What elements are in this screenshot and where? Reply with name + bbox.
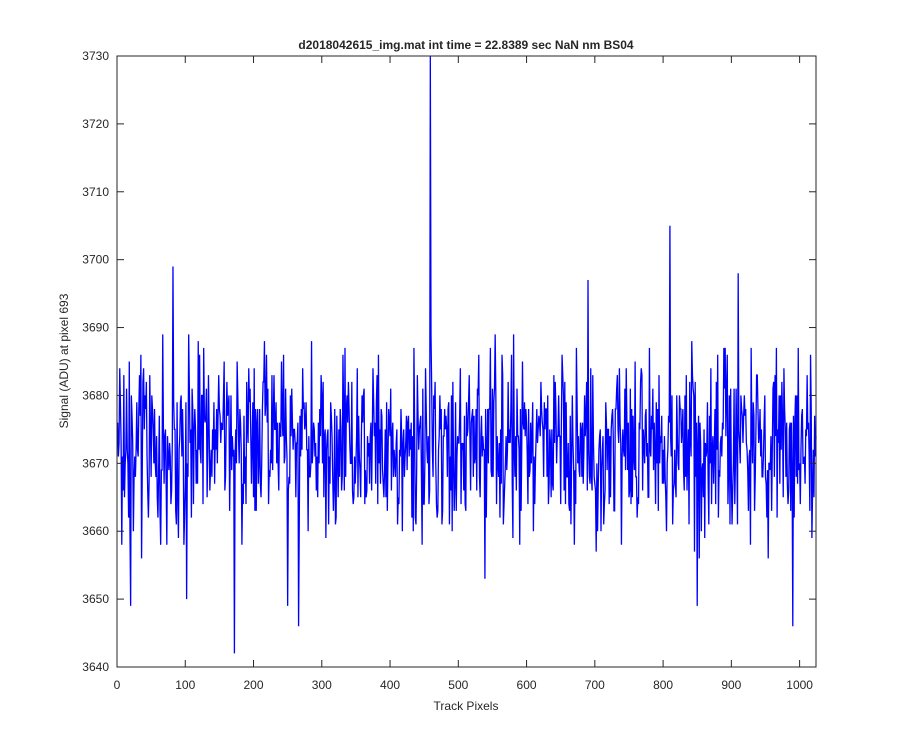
plot-area bbox=[117, 56, 816, 667]
x-tick-label: 200 bbox=[244, 678, 264, 692]
y-tick-label: 3680 bbox=[82, 388, 109, 402]
tick-layer: 0 100 200 300 400 500 600 700 800 900 1000 3640 3650… bbox=[82, 49, 816, 692]
y-tick-label: 3640 bbox=[82, 660, 109, 674]
y-tick-label: 3730 bbox=[82, 49, 109, 63]
chart-title: d2018042615_img.mat int time = 22.8389 s… bbox=[298, 38, 634, 52]
y-axis-label: Signal (ADU) at pixel 693 bbox=[57, 293, 71, 428]
x-tick-label: 0 bbox=[114, 678, 121, 692]
y-tick-label: 3720 bbox=[82, 117, 109, 131]
x-tick-label: 100 bbox=[175, 678, 195, 692]
series-layer bbox=[117, 55, 817, 654]
x-tick-label: 700 bbox=[585, 678, 605, 692]
x-tick-label: 500 bbox=[448, 678, 468, 692]
y-tick-label: 3650 bbox=[82, 592, 109, 606]
plot-frame bbox=[116, 55, 817, 668]
y-tick-label: 3690 bbox=[82, 321, 109, 335]
x-tick-label: 900 bbox=[721, 678, 741, 692]
x-tick-label: 1000 bbox=[786, 678, 813, 692]
x-tick-label: 300 bbox=[312, 678, 332, 692]
y-tick-label: 3700 bbox=[82, 253, 109, 267]
x-tick-label: 400 bbox=[380, 678, 400, 692]
y-tick-label: 3670 bbox=[82, 456, 109, 470]
y-tick-label: 3660 bbox=[82, 524, 109, 538]
x-axis-label: Track Pixels bbox=[434, 699, 499, 713]
signal-series-line bbox=[117, 55, 817, 654]
x-tick-label: 600 bbox=[517, 678, 537, 692]
x-tick-label: 800 bbox=[653, 678, 673, 692]
y-tick-label: 3710 bbox=[82, 185, 109, 199]
